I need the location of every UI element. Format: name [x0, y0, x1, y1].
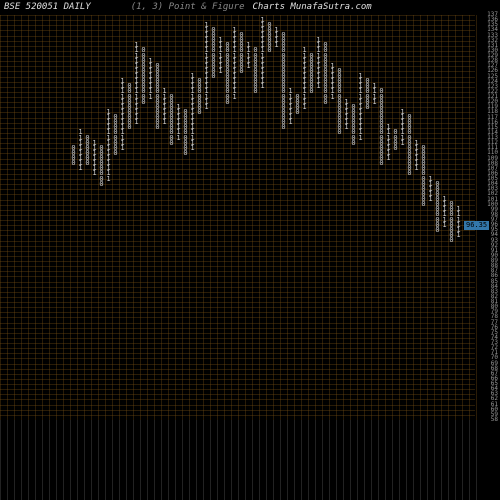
- o-mark: 0: [126, 83, 133, 90]
- x-mark: 1: [77, 129, 84, 136]
- x-mark: 1: [301, 47, 308, 54]
- o-mark: 0: [448, 201, 455, 208]
- o-mark: 0: [140, 47, 147, 54]
- x-mark: 1: [343, 99, 350, 106]
- pnf-chart-area: 0000111111110000001111111000000001111111…: [0, 15, 475, 420]
- o-mark: 0: [224, 42, 231, 49]
- x-mark: 1: [357, 73, 364, 80]
- x-mark: 1: [175, 104, 182, 111]
- o-mark: 0: [322, 42, 329, 49]
- o-mark: 0: [406, 114, 413, 121]
- x-mark: 1: [105, 109, 112, 116]
- x-mark: 1: [413, 140, 420, 147]
- o-mark: 0: [434, 181, 441, 188]
- x-mark: 1: [273, 27, 280, 34]
- x-mark: 1: [91, 140, 98, 147]
- x-mark: 1: [329, 63, 336, 70]
- o-mark: 0: [336, 68, 343, 75]
- o-mark: 0: [196, 78, 203, 85]
- o-mark: 0: [238, 32, 245, 39]
- o-mark: 0: [168, 94, 175, 101]
- x-mark: 1: [133, 42, 140, 49]
- chart-header: BSE 520051 DAILY (1, 3) Point & Figure C…: [0, 2, 500, 16]
- x-mark: 1: [161, 88, 168, 95]
- x-mark: 1: [385, 124, 392, 131]
- o-mark: 0: [392, 129, 399, 136]
- o-mark: 0: [420, 145, 427, 152]
- o-mark: 0: [154, 63, 161, 70]
- x-mark: 1: [189, 73, 196, 80]
- x-mark: 1: [287, 88, 294, 95]
- x-mark: 1: [371, 83, 378, 90]
- o-mark: 0: [350, 104, 357, 111]
- o-mark: 0: [252, 47, 259, 54]
- o-mark: 0: [98, 145, 105, 152]
- x-axis-area: [0, 420, 475, 500]
- o-mark: 0: [378, 88, 385, 95]
- x-mark: 1: [399, 109, 406, 116]
- x-mark: 1: [203, 22, 210, 29]
- x-mark: 1: [259, 17, 266, 24]
- x-mark: 1: [427, 176, 434, 183]
- x-mark: 1: [441, 196, 448, 203]
- y-label: 58: [491, 417, 498, 423]
- y-axis: 1371361351341331321311301291281271261251…: [478, 15, 498, 420]
- x-mark: 1: [245, 42, 252, 49]
- o-mark: 0: [308, 53, 315, 60]
- x-mark: 1: [315, 37, 322, 44]
- x-mark: 1: [217, 37, 224, 44]
- chart-type-label: (1, 3) Point & Figure: [91, 2, 245, 16]
- o-mark: 0: [294, 94, 301, 101]
- o-mark: 0: [182, 109, 189, 116]
- x-mark: 1: [147, 58, 154, 65]
- o-mark: 0: [112, 114, 119, 121]
- x-mark: 1: [231, 27, 238, 34]
- o-mark: 0: [266, 22, 273, 29]
- o-mark: 0: [84, 135, 91, 142]
- x-mark: 1: [119, 78, 126, 85]
- ticker-title: BSE 520051 DAILY: [0, 2, 91, 16]
- o-mark: 0: [280, 32, 287, 39]
- source-label: Charts MunafaSutra.com: [245, 2, 372, 16]
- o-mark: 0: [364, 78, 371, 85]
- x-mark: 1: [455, 206, 462, 213]
- o-mark: 0: [70, 145, 77, 152]
- o-mark: 0: [210, 27, 217, 34]
